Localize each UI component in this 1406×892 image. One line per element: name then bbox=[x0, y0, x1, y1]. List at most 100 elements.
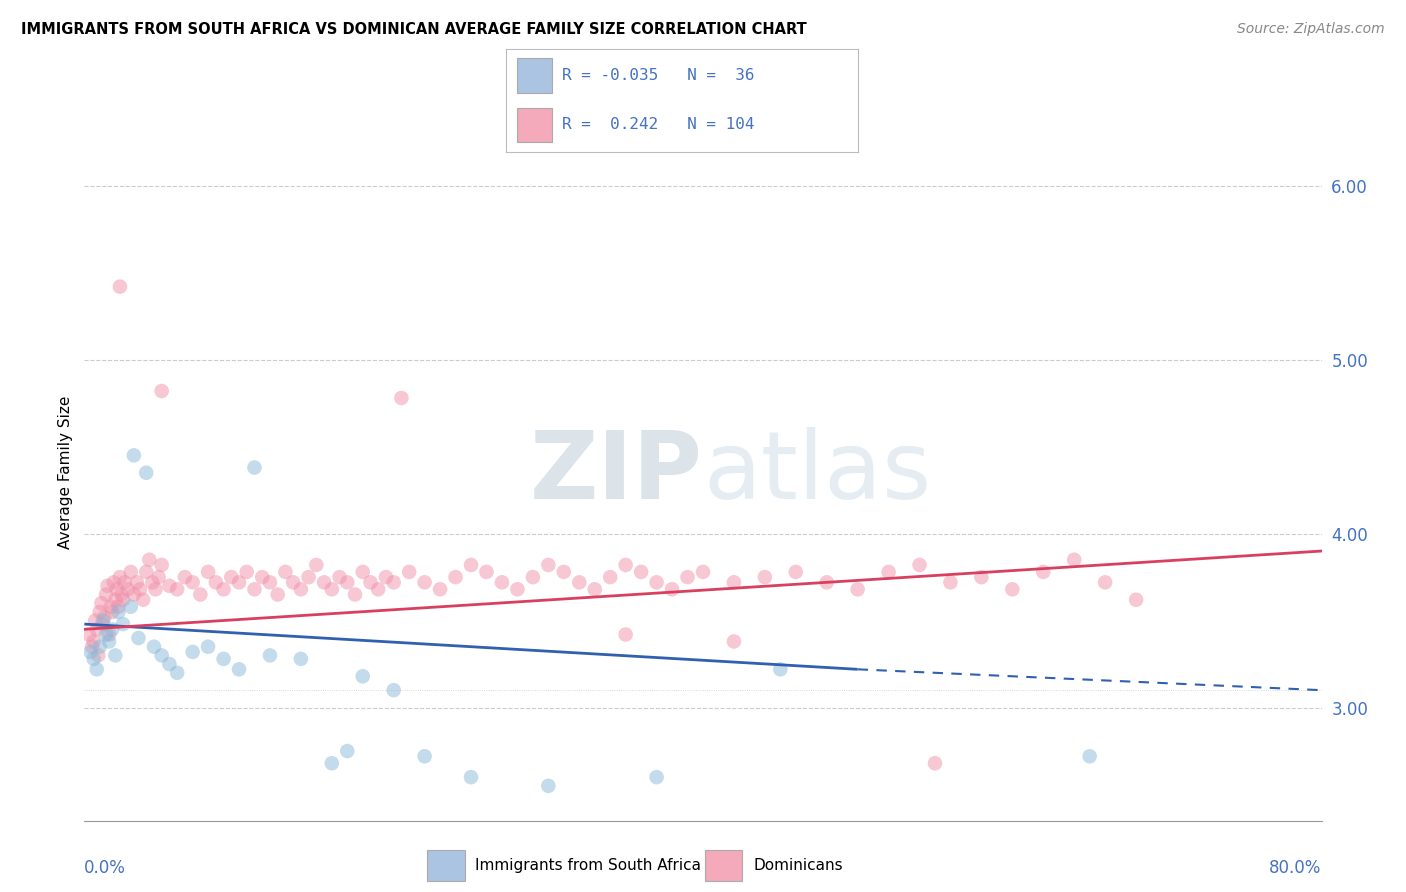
Point bbox=[91, 617, 114, 632]
Point bbox=[107, 599, 129, 614]
Point bbox=[723, 575, 745, 590]
Point bbox=[83, 652, 105, 666]
Point bbox=[614, 627, 637, 641]
Point bbox=[150, 558, 173, 572]
Point bbox=[82, 640, 104, 654]
Point bbox=[108, 279, 131, 293]
Text: ZIP: ZIP bbox=[530, 426, 703, 519]
Point bbox=[125, 575, 148, 590]
Point bbox=[159, 579, 180, 593]
Point bbox=[877, 565, 900, 579]
Point bbox=[117, 582, 139, 597]
Point bbox=[352, 565, 374, 579]
Text: Source: ZipAtlas.com: Source: ZipAtlas.com bbox=[1237, 22, 1385, 37]
Point bbox=[1078, 749, 1101, 764]
Point bbox=[321, 582, 343, 597]
Point bbox=[181, 645, 204, 659]
Point bbox=[444, 570, 467, 584]
Point bbox=[122, 587, 145, 601]
Point bbox=[754, 570, 776, 584]
Point bbox=[1063, 552, 1085, 567]
Point bbox=[228, 575, 250, 590]
Point bbox=[122, 448, 145, 462]
Point bbox=[398, 565, 420, 579]
Point bbox=[553, 565, 575, 579]
Point bbox=[103, 575, 125, 590]
Point bbox=[537, 779, 560, 793]
Point bbox=[336, 575, 359, 590]
Point bbox=[89, 605, 111, 619]
Point bbox=[506, 582, 529, 597]
Point bbox=[630, 565, 652, 579]
Point bbox=[127, 631, 149, 645]
Point bbox=[197, 640, 219, 654]
Point bbox=[205, 575, 228, 590]
Point bbox=[181, 575, 204, 590]
Text: R = -0.035   N =  36: R = -0.035 N = 36 bbox=[562, 68, 755, 83]
Point bbox=[112, 592, 135, 607]
Point bbox=[537, 558, 560, 572]
Point bbox=[89, 640, 111, 654]
Point bbox=[166, 665, 188, 680]
Point bbox=[367, 582, 389, 597]
Text: Dominicans: Dominicans bbox=[754, 858, 842, 872]
Point bbox=[382, 575, 405, 590]
Point bbox=[79, 645, 101, 659]
Point bbox=[259, 648, 281, 663]
Point bbox=[83, 634, 105, 648]
Text: atlas: atlas bbox=[703, 426, 931, 519]
Text: 80.0%: 80.0% bbox=[1270, 859, 1322, 877]
Point bbox=[93, 610, 115, 624]
Point bbox=[132, 592, 155, 607]
Point bbox=[188, 587, 212, 601]
Point bbox=[939, 575, 962, 590]
Point bbox=[174, 570, 197, 584]
Point bbox=[135, 565, 157, 579]
Point bbox=[413, 749, 436, 764]
Point bbox=[413, 575, 436, 590]
Point bbox=[491, 575, 513, 590]
Point bbox=[1032, 565, 1054, 579]
Point bbox=[846, 582, 869, 597]
Point bbox=[166, 582, 188, 597]
Point bbox=[212, 652, 235, 666]
Point bbox=[250, 570, 273, 584]
Point bbox=[676, 570, 699, 584]
Point bbox=[321, 756, 343, 771]
Point bbox=[221, 570, 243, 584]
Point bbox=[645, 770, 668, 784]
Point bbox=[924, 756, 946, 771]
Point bbox=[568, 575, 591, 590]
Point bbox=[352, 669, 374, 683]
Point bbox=[692, 565, 714, 579]
Point bbox=[290, 582, 312, 597]
Point bbox=[391, 391, 413, 405]
Point bbox=[86, 662, 108, 676]
Point bbox=[243, 460, 266, 475]
Point bbox=[129, 582, 152, 597]
Point bbox=[135, 466, 157, 480]
Point bbox=[769, 662, 792, 676]
Point bbox=[98, 627, 121, 641]
Point bbox=[583, 582, 606, 597]
Point bbox=[141, 575, 163, 590]
Point bbox=[114, 575, 136, 590]
Point bbox=[298, 570, 321, 584]
Point bbox=[150, 648, 173, 663]
Point bbox=[212, 582, 235, 597]
Point bbox=[112, 617, 135, 632]
Y-axis label: Average Family Size: Average Family Size bbox=[58, 396, 73, 549]
Point bbox=[138, 552, 160, 567]
Point bbox=[723, 634, 745, 648]
Point bbox=[970, 570, 993, 584]
Point bbox=[148, 570, 170, 584]
Point bbox=[599, 570, 621, 584]
Point bbox=[120, 599, 142, 614]
Bar bbox=[517, 108, 551, 143]
Text: R =  0.242   N = 104: R = 0.242 N = 104 bbox=[562, 118, 755, 133]
Point bbox=[104, 648, 127, 663]
Point bbox=[305, 558, 328, 572]
Point bbox=[98, 634, 121, 648]
Point bbox=[336, 744, 359, 758]
Point bbox=[314, 575, 336, 590]
